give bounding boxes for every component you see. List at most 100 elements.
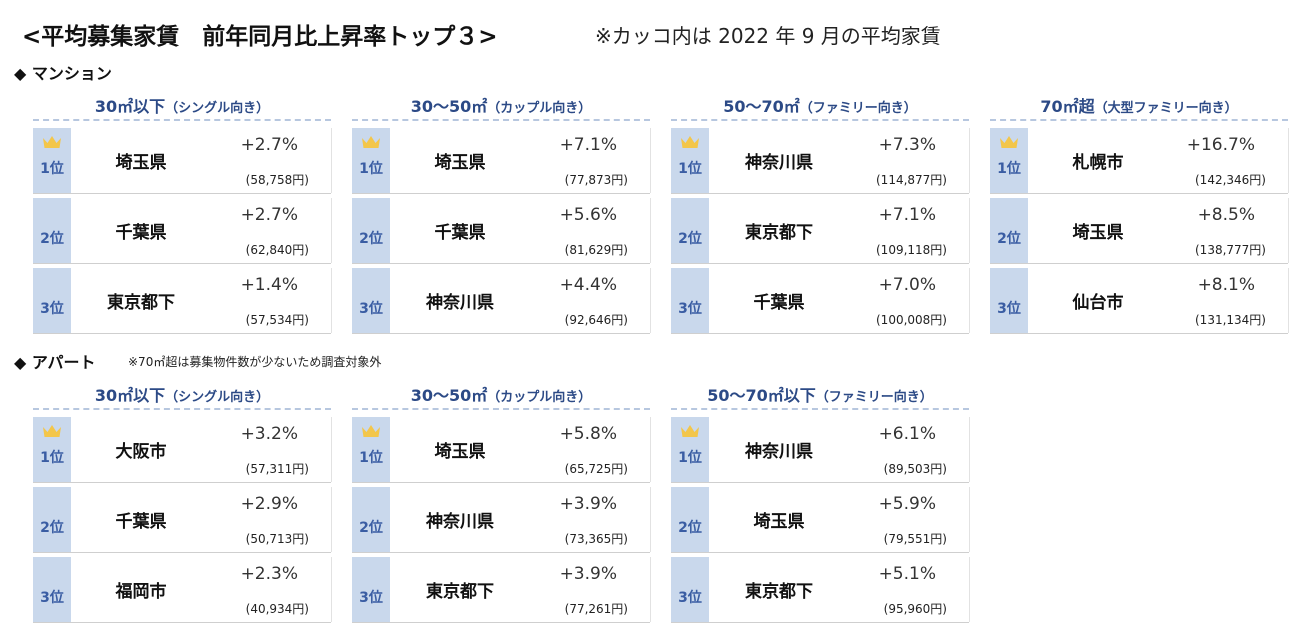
header-audience: （大型ファミリー向き） bbox=[1094, 101, 1238, 116]
change-rate: +3.9% bbox=[559, 564, 617, 584]
rank-cell: 3位 bbox=[990, 268, 1028, 333]
section-label: ◆ アパート bbox=[14, 353, 96, 372]
header-divider bbox=[671, 119, 969, 121]
column-header: 50～70㎡以下（ファミリー向き） bbox=[671, 382, 969, 406]
area-name: 埼玉県 bbox=[1072, 223, 1124, 243]
average-rent: (138,777円) bbox=[1195, 243, 1266, 257]
average-rent: (95,960円) bbox=[883, 602, 947, 616]
title: <平均募集家賃 前年同月比上昇率トップ３> bbox=[22, 24, 498, 50]
rank-label: 2位 bbox=[40, 231, 64, 247]
area-name: 神奈川県 bbox=[426, 512, 494, 532]
rank-cell: 1位 bbox=[352, 417, 390, 482]
rank-cell: 2位 bbox=[33, 487, 71, 552]
rank-label: 1位 bbox=[678, 450, 702, 466]
rank-label: 3位 bbox=[678, 301, 702, 317]
column-header: 30～50㎡（カップル向き） bbox=[352, 93, 650, 117]
crown-icon bbox=[361, 134, 381, 153]
average-rent: (79,551円) bbox=[883, 532, 947, 546]
area-name: 仙台市 bbox=[1072, 293, 1124, 313]
crown-svg bbox=[681, 136, 699, 148]
change-rate: +2.9% bbox=[240, 494, 298, 514]
area-name: 神奈川県 bbox=[745, 153, 813, 173]
crown-svg bbox=[681, 425, 699, 437]
header-size: 70㎡超 bbox=[1040, 97, 1095, 116]
area-name: 大阪市 bbox=[115, 442, 167, 462]
rank-cell: 1位 bbox=[671, 128, 709, 193]
header-audience: （シングル向き） bbox=[165, 390, 270, 405]
rank-label: 2位 bbox=[359, 520, 383, 536]
area-name: 千葉県 bbox=[115, 223, 167, 243]
change-rate: +3.2% bbox=[240, 424, 298, 444]
crown-icon bbox=[680, 423, 700, 442]
column-header: 30㎡以下（シングル向き） bbox=[33, 93, 331, 117]
header-audience: （カップル向き） bbox=[487, 101, 592, 116]
rank-card: 3位 千葉県 +7.0% (100,008円) bbox=[671, 268, 969, 333]
average-rent: (40,934円) bbox=[245, 602, 309, 616]
rank-label: 3位 bbox=[678, 590, 702, 606]
area-name: 東京都下 bbox=[107, 293, 175, 313]
rank-cell: 2位 bbox=[352, 198, 390, 263]
column-header: 70㎡超（大型ファミリー向き） bbox=[990, 93, 1288, 117]
rank-card: 3位 東京都下 +3.9% (77,261円) bbox=[352, 557, 650, 622]
change-rate: +2.7% bbox=[240, 135, 298, 155]
rank-card: 2位 千葉県 +2.9% (50,713円) bbox=[33, 487, 331, 552]
average-rent: (50,713円) bbox=[245, 532, 309, 546]
header-audience: （シングル向き） bbox=[165, 101, 270, 116]
rank-cell: 1位 bbox=[990, 128, 1028, 193]
rank-cell: 1位 bbox=[33, 128, 71, 193]
rank-cell: 2位 bbox=[671, 487, 709, 552]
area-name: 埼玉県 bbox=[115, 153, 167, 173]
change-rate: +7.0% bbox=[878, 275, 936, 295]
rank-card: 3位 東京都下 +1.4% (57,534円) bbox=[33, 268, 331, 333]
rank-card: 3位 福岡市 +2.3% (40,934円) bbox=[33, 557, 331, 622]
crown-svg bbox=[43, 425, 61, 437]
header-size: 30㎡以下 bbox=[94, 386, 166, 405]
area-name: 東京都下 bbox=[745, 223, 813, 243]
section-note: ※70㎡超は募集物件数が少ないため調査対象外 bbox=[128, 355, 382, 369]
change-rate: +5.9% bbox=[878, 494, 936, 514]
average-rent: (58,758円) bbox=[245, 173, 309, 187]
rank-card: 1位 神奈川県 +6.1% (89,503円) bbox=[671, 417, 969, 482]
rank-cell: 2位 bbox=[990, 198, 1028, 263]
crown-svg bbox=[43, 136, 61, 148]
rank-card: 1位 大阪市 +3.2% (57,311円) bbox=[33, 417, 331, 482]
change-rate: +5.6% bbox=[559, 205, 617, 225]
rank-label: 1位 bbox=[359, 450, 383, 466]
rank-label: 1位 bbox=[678, 161, 702, 177]
rank-card: 1位 埼玉県 +7.1% (77,873円) bbox=[352, 128, 650, 193]
rank-card: 2位 千葉県 +5.6% (81,629円) bbox=[352, 198, 650, 263]
rank-label: 3位 bbox=[359, 301, 383, 317]
rank-label: 2位 bbox=[678, 231, 702, 247]
rank-label: 1位 bbox=[40, 450, 64, 466]
area-name: 神奈川県 bbox=[426, 293, 494, 313]
crown-icon bbox=[361, 423, 381, 442]
header-size: 50～70㎡ bbox=[723, 97, 800, 116]
area-name: 千葉県 bbox=[434, 223, 486, 243]
average-rent: (109,118円) bbox=[876, 243, 947, 257]
average-rent: (57,311円) bbox=[245, 462, 309, 476]
average-rent: (77,873円) bbox=[564, 173, 628, 187]
crown-svg bbox=[1000, 136, 1018, 148]
rank-card: 3位 神奈川県 +4.4% (92,646円) bbox=[352, 268, 650, 333]
crown-icon bbox=[42, 423, 62, 442]
change-rate: +7.1% bbox=[559, 135, 617, 155]
header-size: 30㎡以下 bbox=[94, 97, 166, 116]
area-name: 千葉県 bbox=[115, 512, 167, 532]
rank-cell: 3位 bbox=[671, 268, 709, 333]
rank-cell: 3位 bbox=[33, 557, 71, 622]
area-name: 埼玉県 bbox=[434, 153, 486, 173]
average-rent: (81,629円) bbox=[564, 243, 628, 257]
column-header: 50～70㎡（ファミリー向き） bbox=[671, 93, 969, 117]
area-name: 札幌市 bbox=[1072, 153, 1124, 173]
change-rate: +5.1% bbox=[878, 564, 936, 584]
change-rate: +7.3% bbox=[878, 135, 936, 155]
average-rent: (114,877円) bbox=[876, 173, 947, 187]
column-header: 30㎡以下（シングル向き） bbox=[33, 382, 331, 406]
header-size: 50～70㎡以下 bbox=[707, 386, 816, 405]
rank-card: 1位 埼玉県 +2.7% (58,758円) bbox=[33, 128, 331, 193]
average-rent: (57,534円) bbox=[245, 313, 309, 327]
average-rent: (92,646円) bbox=[564, 313, 628, 327]
crown-icon bbox=[999, 134, 1019, 153]
section-label: ◆ マンション bbox=[14, 64, 112, 83]
rank-cell: 2位 bbox=[33, 198, 71, 263]
